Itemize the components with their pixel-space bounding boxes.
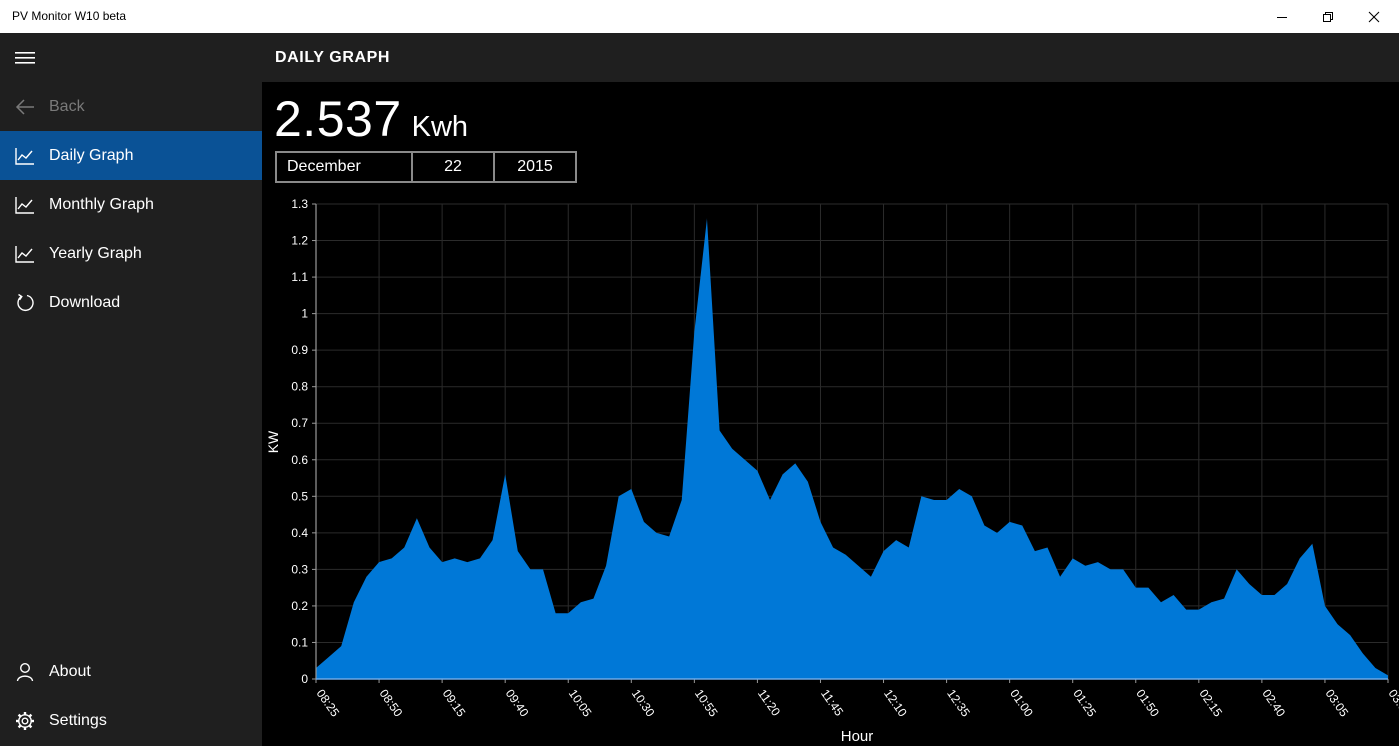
hamburger-menu-button[interactable] bbox=[0, 33, 262, 82]
y-tick-label: 1 bbox=[301, 307, 308, 321]
nav-item-download[interactable]: Download bbox=[0, 278, 262, 327]
nav-item-label: Download bbox=[49, 293, 121, 311]
x-tick-label: 03:30 bbox=[1386, 687, 1399, 720]
y-tick-label: 0.3 bbox=[291, 562, 308, 576]
x-tick-label: 08:50 bbox=[377, 687, 406, 720]
energy-unit: Kwh bbox=[411, 111, 469, 143]
date-selector: December 22 2015 bbox=[275, 151, 577, 183]
x-tick-label: 10:55 bbox=[692, 687, 721, 720]
y-tick-label: 0.7 bbox=[291, 416, 308, 430]
about-label: About bbox=[49, 662, 91, 680]
restore-icon bbox=[1323, 11, 1333, 22]
person-icon bbox=[0, 647, 49, 696]
title-bar: PV Monitor W10 beta bbox=[0, 0, 1399, 33]
nav-item-daily-graph[interactable]: Daily Graph bbox=[0, 131, 262, 180]
nav-item-label: Daily Graph bbox=[49, 146, 134, 164]
back-button[interactable]: Back bbox=[0, 82, 262, 131]
y-tick-label: 1.1 bbox=[291, 270, 308, 284]
x-tick-label: 09:40 bbox=[503, 687, 532, 720]
x-tick-label: 03:05 bbox=[1322, 687, 1351, 720]
x-tick-label: 01:25 bbox=[1070, 687, 1099, 720]
series-area bbox=[316, 218, 1388, 679]
x-tick-label: 11:20 bbox=[755, 687, 783, 719]
x-tick-label: 12:35 bbox=[944, 687, 973, 720]
y-tick-label: 0.8 bbox=[291, 380, 308, 394]
x-tick-label: 02:15 bbox=[1196, 687, 1225, 720]
x-tick-label: 09:15 bbox=[440, 687, 469, 720]
minimize-icon bbox=[1277, 16, 1287, 18]
y-tick-label: 1.2 bbox=[291, 234, 308, 248]
nav-item-monthly-graph[interactable]: Monthly Graph bbox=[0, 180, 262, 229]
close-icon bbox=[1368, 11, 1380, 22]
hamburger-icon bbox=[0, 33, 49, 82]
y-tick-label: 0.6 bbox=[291, 453, 308, 467]
y-tick-label: 0.1 bbox=[291, 635, 308, 649]
y-tick-label: 0.2 bbox=[291, 599, 308, 613]
back-arrow-icon bbox=[0, 82, 49, 131]
x-tick-label: 02:40 bbox=[1259, 687, 1288, 720]
gear-icon bbox=[0, 696, 49, 745]
year-picker[interactable]: 2015 bbox=[517, 158, 553, 175]
x-axis-label: Hour bbox=[841, 728, 874, 745]
energy-total: 2.537 Kwh bbox=[274, 90, 468, 148]
x-tick-label: 01:50 bbox=[1133, 687, 1162, 720]
month-picker[interactable]: December bbox=[277, 153, 413, 181]
minimize-button[interactable] bbox=[1259, 0, 1305, 33]
energy-value: 2.537 bbox=[274, 91, 402, 147]
line-chart-icon bbox=[0, 180, 49, 229]
y-tick-label: 0.9 bbox=[291, 343, 308, 357]
day-picker[interactable]: 22 bbox=[413, 153, 495, 181]
page-header: DAILY GRAPH bbox=[262, 33, 1399, 82]
close-button[interactable] bbox=[1351, 0, 1397, 33]
settings-label: Settings bbox=[49, 711, 107, 729]
x-tick-label: 11:45 bbox=[818, 687, 846, 719]
y-tick-label: 0.5 bbox=[291, 489, 308, 503]
x-tick-label: 01:00 bbox=[1007, 687, 1036, 720]
x-tick-label: 08:25 bbox=[314, 687, 343, 720]
page-title: DAILY GRAPH bbox=[275, 49, 391, 66]
refresh-icon bbox=[0, 278, 49, 327]
y-tick-label: 0 bbox=[301, 672, 308, 686]
nav-item-label: Yearly Graph bbox=[49, 244, 142, 262]
x-tick-label: 12:10 bbox=[881, 687, 910, 720]
main-content: 2.537 Kwh December 22 2015 0 0.1 0.2 0.3 0.4 0… bbox=[262, 82, 1399, 746]
nav-item-label: Monthly Graph bbox=[49, 195, 154, 213]
x-tick-label: 10:05 bbox=[566, 687, 595, 720]
restore-button[interactable] bbox=[1305, 0, 1351, 33]
y-tick-label: 1.3 bbox=[291, 197, 308, 211]
navigation-pane: Back Daily Graph Monthly Graph Yearly Gr… bbox=[0, 33, 262, 746]
nav-item-settings[interactable]: Settings bbox=[0, 696, 262, 745]
nav-item-about[interactable]: About bbox=[0, 647, 262, 696]
line-chart-icon bbox=[0, 229, 49, 278]
window-title: PV Monitor W10 beta bbox=[12, 9, 127, 23]
line-chart-icon bbox=[0, 131, 49, 180]
y-axis-label: KW bbox=[265, 430, 281, 453]
daily-power-chart: 0 0.1 0.2 0.3 0.4 0.5 0.6 0.7 0.8 0.9 1 1.1 1.2 1.3 08… bbox=[265, 197, 1399, 745]
nav-item-yearly-graph[interactable]: Yearly Graph bbox=[0, 229, 262, 278]
y-tick-label: 0.4 bbox=[291, 526, 308, 540]
x-tick-label: 10:30 bbox=[629, 687, 658, 720]
back-label: Back bbox=[49, 97, 85, 115]
